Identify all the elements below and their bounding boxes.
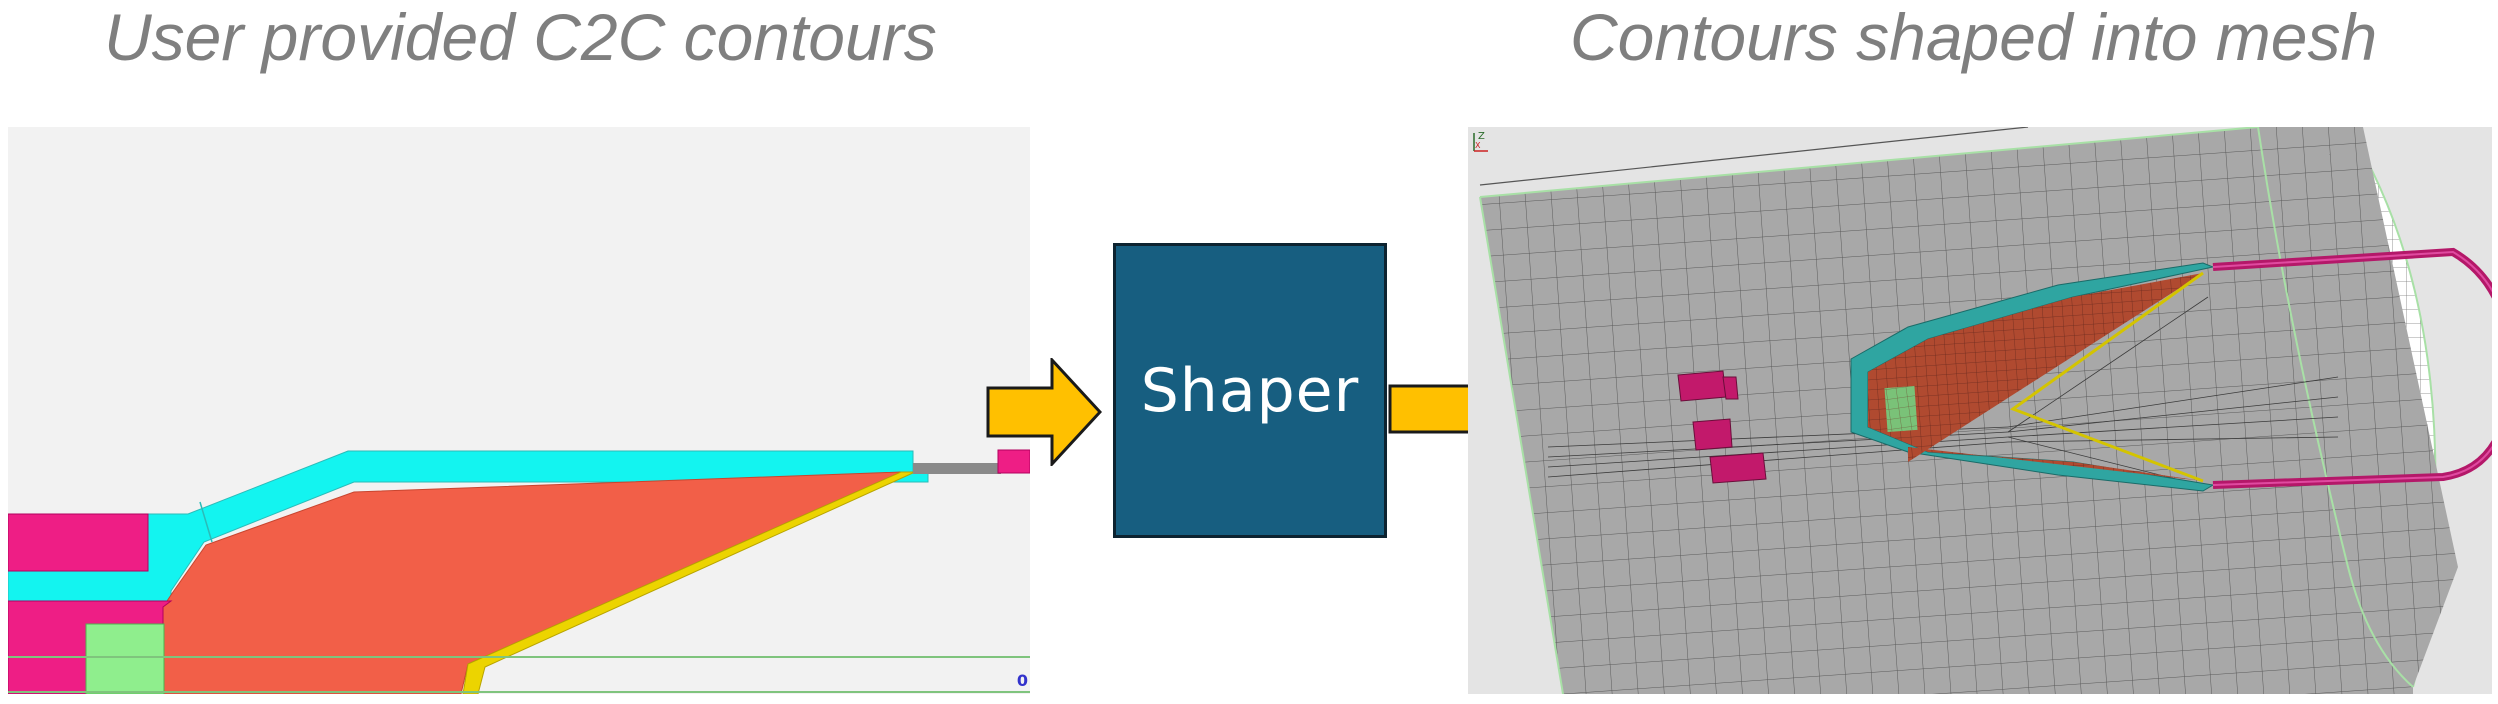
c2c-contour-view: 0 <box>8 127 1030 694</box>
grey-gap-region <box>913 463 1001 474</box>
magenta-upper-block <box>8 513 149 572</box>
mesh-view: Z X <box>1468 127 2492 694</box>
mesh-green-booster <box>1884 386 1918 432</box>
shaper-label: Shaper <box>1140 355 1360 426</box>
contour-drawing <box>8 449 1030 694</box>
triad-x-label: X <box>1475 141 1481 150</box>
mesh-magenta-blocks <box>1677 370 1767 484</box>
axis-triad-icon: Z X <box>1473 131 1488 152</box>
left-panel-title: User provided C2C contours <box>104 0 937 74</box>
triad-z-label: Z <box>1478 131 1485 142</box>
magenta-tip-region <box>997 449 1030 474</box>
shaper-process-box: Shaper <box>1113 243 1387 538</box>
mesh-drawing <box>1479 127 2492 694</box>
axis-readout: 0 <box>1016 671 1028 690</box>
mesh-orange-charge <box>1868 271 2204 483</box>
green-booster-region <box>85 623 165 694</box>
right-panel-title: Contours shaped into mesh <box>1570 0 2378 74</box>
arrow-right-icon <box>986 358 1102 466</box>
